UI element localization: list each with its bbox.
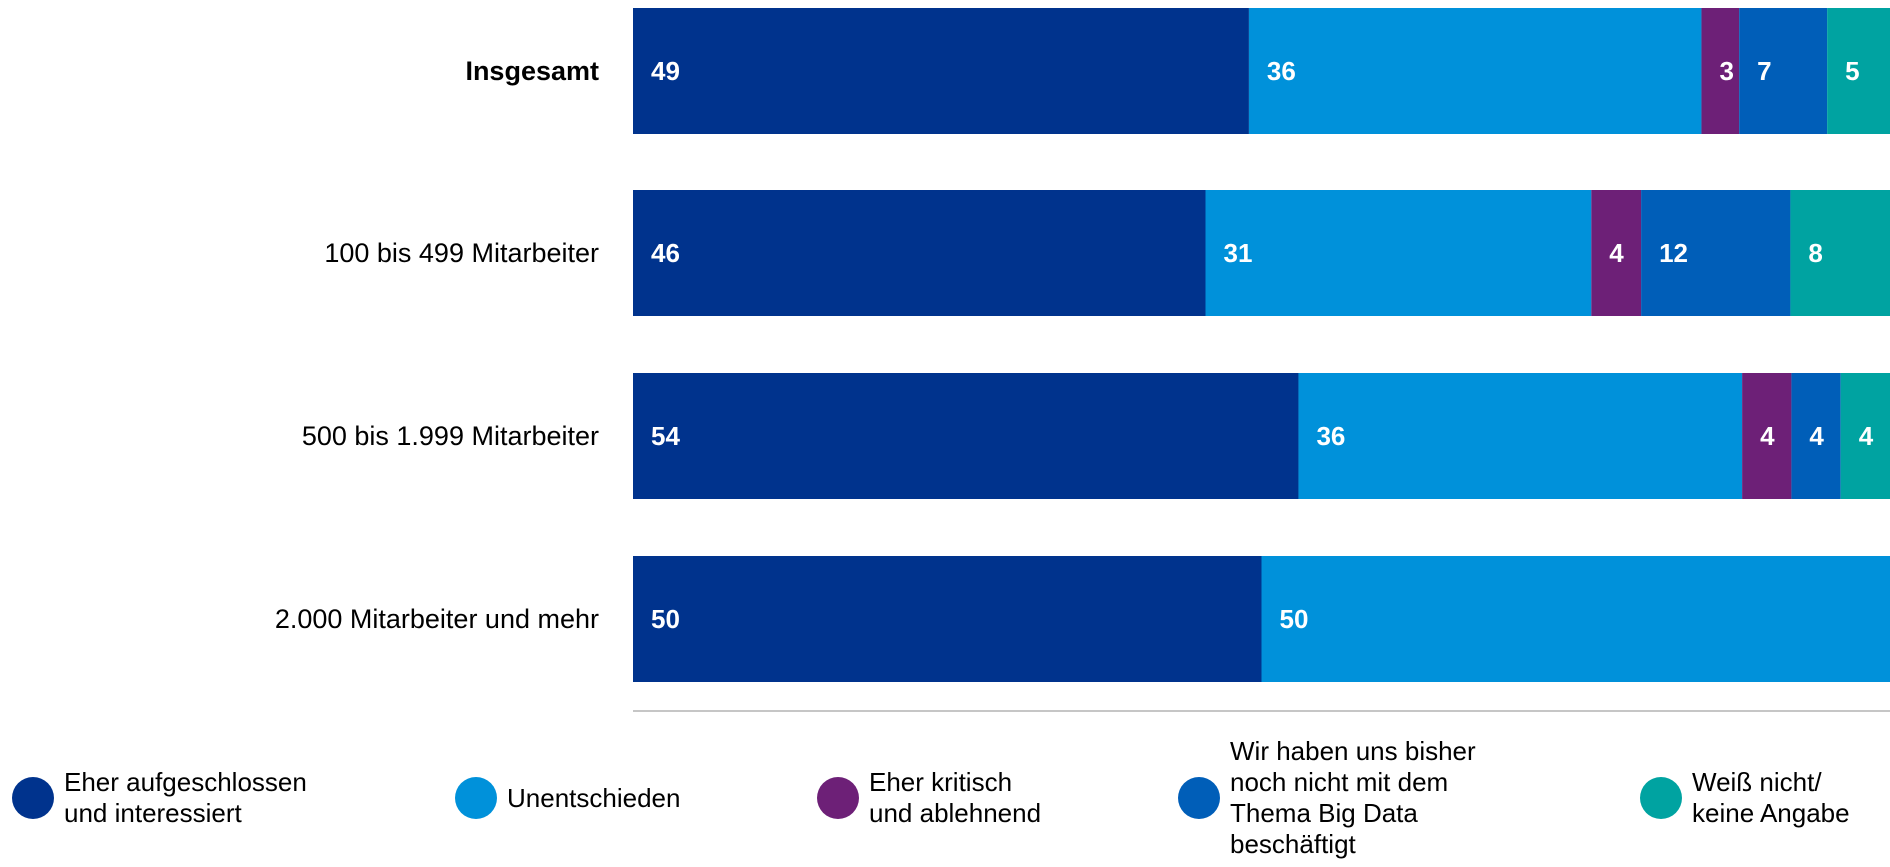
- data-label: 4: [1859, 421, 1874, 451]
- bar-segment: [1298, 373, 1743, 499]
- bar-segment: [1205, 190, 1592, 316]
- legend-item: Unentschieden: [455, 777, 680, 819]
- category-label: Insgesamt: [465, 56, 599, 86]
- data-label: 8: [1808, 238, 1822, 268]
- bar-segment: [1742, 373, 1792, 499]
- data-label: 4: [1760, 421, 1775, 451]
- legend-swatch-icon: [12, 777, 54, 819]
- legend-item: Wir haben uns bisher noch nicht mit dem …: [1178, 736, 1476, 860]
- bar-segment: [1248, 8, 1702, 134]
- value-labels: 49 36 3 7 5 46 31 4 12 8 54 36 4 4 4 50 50: [651, 56, 1874, 634]
- bar-segment: [1739, 8, 1828, 134]
- data-label: 31: [1223, 238, 1252, 268]
- bar-segment: [1790, 190, 1890, 316]
- bar-segment: [1701, 8, 1740, 134]
- bar-segment: [1261, 556, 1890, 682]
- data-label: 36: [1316, 421, 1345, 451]
- legend-swatch-icon: [455, 777, 497, 819]
- bar-segment: [1591, 190, 1642, 316]
- data-label: 50: [651, 604, 680, 634]
- bar-segment: [1827, 8, 1890, 134]
- bar-segment: [633, 373, 1299, 499]
- legend-label: Wir haben uns bisher noch nicht mit dem …: [1230, 736, 1476, 859]
- legend-label: Unentschieden: [507, 782, 681, 813]
- legend-label: Eher aufgeschlossen und interessiert: [64, 767, 307, 828]
- data-label: 4: [1809, 421, 1824, 451]
- data-label: 7: [1757, 56, 1771, 86]
- data-label: 36: [1267, 56, 1296, 86]
- category-labels: Insgesamt 100 bis 499 Mitarbeiter 500 bis …: [275, 56, 599, 634]
- bar-segment: [1840, 373, 1890, 499]
- data-label: 50: [1280, 604, 1309, 634]
- legend-item: Eher aufgeschlossen und interessiert: [12, 767, 307, 829]
- bar-segment: [633, 556, 1262, 682]
- data-label: 12: [1659, 238, 1688, 268]
- category-label: 100 bis 499 Mitarbeiter: [324, 238, 599, 268]
- stacked-bar-chart: Insgesamt 100 bis 499 Mitarbeiter 500 bis …: [275, 8, 1890, 712]
- data-label: 5: [1845, 56, 1859, 86]
- data-label: 46: [651, 238, 680, 268]
- data-label: 3: [1719, 56, 1733, 86]
- data-label: 54: [651, 421, 680, 451]
- data-label: 49: [651, 56, 680, 86]
- legend-swatch-icon: [1178, 777, 1220, 819]
- legend-swatch-icon: [1640, 777, 1682, 819]
- bars: [633, 8, 1890, 682]
- data-label: 4: [1609, 238, 1624, 268]
- legend-swatch-icon: [817, 777, 859, 819]
- bar-segment: [1791, 373, 1841, 499]
- bar-segment: [633, 190, 1206, 316]
- bar-segment: [1641, 190, 1791, 316]
- legend-label: Weiß nicht/ keine Angabe: [1692, 767, 1850, 828]
- category-label: 2.000 Mitarbeiter und mehr: [275, 604, 599, 634]
- legend-label: Eher kritisch und ablehnend: [869, 767, 1042, 828]
- legend-item: Eher kritisch und ablehnend: [817, 767, 1041, 829]
- legend-item: Weiß nicht/ keine Angabe: [1640, 767, 1850, 829]
- bar-segment: [633, 8, 1249, 134]
- category-label: 500 bis 1.999 Mitarbeiter: [302, 421, 599, 451]
